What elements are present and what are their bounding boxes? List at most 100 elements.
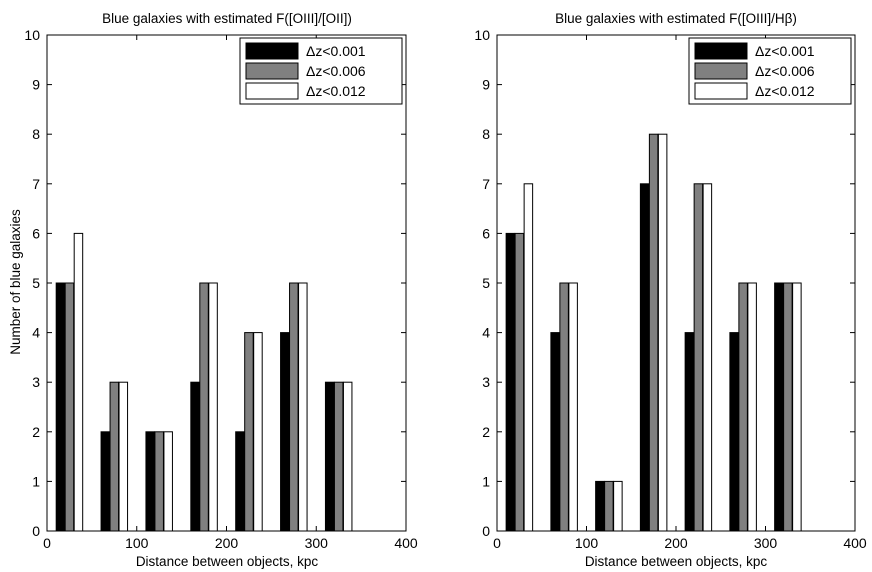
- x-tick-label: 100: [575, 535, 599, 551]
- y-tick-label: 1: [32, 473, 40, 489]
- y-tick-label: 0: [32, 523, 40, 539]
- x-axis-label: Distance between objects, kpc: [585, 554, 768, 569]
- x-tick-label: 0: [43, 535, 51, 551]
- chart-panel-oiii-oii: Blue galaxies with estimated F([OIII]/[O…: [8, 11, 418, 569]
- bar-3-7: [792, 282, 802, 532]
- y-tick-label: 9: [32, 77, 40, 93]
- y-tick-label: 7: [32, 176, 40, 192]
- bar-2-4: [199, 282, 209, 532]
- bar-1-1: [55, 282, 66, 532]
- y-tick-label: 0: [482, 523, 490, 539]
- bar-1-2: [550, 332, 560, 532]
- bar-2-5: [244, 332, 254, 532]
- bar-1-2: [100, 431, 111, 532]
- bar-2-2: [559, 282, 569, 532]
- x-tick-label: 100: [125, 535, 149, 551]
- y-tick-label: 4: [482, 325, 490, 341]
- bar-3-4: [208, 282, 218, 532]
- bar-3-5: [253, 332, 263, 532]
- bar-1-3: [145, 431, 155, 532]
- bar-3-3: [613, 480, 623, 532]
- bar-2-3: [604, 480, 614, 532]
- bar-3-5: [702, 183, 713, 532]
- y-tick-label: 4: [32, 325, 40, 341]
- legend-label: Δz<0.012: [306, 83, 366, 99]
- legend-label: Δz<0.012: [755, 83, 815, 99]
- y-tick-label: 6: [482, 225, 490, 241]
- bar-2-1: [514, 232, 525, 532]
- legend-label: Δz<0.001: [306, 43, 366, 59]
- y-tick-label: 1: [482, 473, 490, 489]
- bar-3-3: [163, 431, 173, 532]
- bar-1-3: [595, 480, 605, 532]
- bar-2-6: [289, 282, 299, 532]
- bar-3-6: [298, 282, 308, 532]
- legend-swatch: [694, 62, 748, 80]
- y-tick-label: 2: [32, 424, 40, 440]
- chart-panel-oiii-hbeta: Blue galaxies with estimated F([OIII]/Hβ…: [474, 11, 866, 569]
- legend: Δz<0.001 Δz<0.006 Δz<0.012: [688, 37, 852, 105]
- y-tick-label: 10: [24, 27, 40, 43]
- y-tick-label: 7: [482, 176, 490, 192]
- x-axis-label: Distance between objects, kpc: [136, 554, 319, 569]
- bar-3-1: [73, 232, 84, 532]
- y-tick-label: 5: [32, 275, 40, 291]
- bar-3-2: [568, 282, 578, 532]
- y-tick-label: 8: [482, 126, 490, 142]
- bar-3-1: [523, 183, 534, 532]
- bar-3-7: [342, 381, 353, 532]
- x-tick-label: 200: [664, 535, 688, 551]
- y-tick-label: 8: [32, 126, 40, 142]
- legend-swatch: [694, 82, 748, 100]
- bar-2-3: [154, 431, 164, 532]
- x-tick-label: 300: [305, 535, 329, 551]
- bar-1-7: [324, 381, 335, 532]
- legend-label: Δz<0.006: [755, 63, 815, 79]
- chart-title: Blue galaxies with estimated F([OIII]/Hβ…: [555, 11, 797, 26]
- y-tick-label: 10: [474, 27, 490, 43]
- bar-1-6: [729, 332, 739, 532]
- legend: Δz<0.001 Δz<0.006 Δz<0.012: [239, 37, 403, 105]
- bar-3-2: [118, 381, 129, 532]
- x-tick-label: 200: [215, 535, 239, 551]
- x-tick-label: 400: [394, 535, 418, 551]
- legend-swatch: [245, 42, 299, 60]
- x-tick-label: 300: [754, 535, 778, 551]
- x-tick-label: 400: [843, 535, 867, 551]
- legend-swatch: [245, 82, 299, 100]
- y-tick-label: 3: [482, 374, 490, 390]
- bar-1-6: [280, 332, 290, 532]
- bar-2-7: [783, 282, 793, 532]
- bar-1-5: [235, 431, 245, 532]
- x-tick-label: 0: [493, 535, 501, 551]
- legend-swatch: [694, 42, 748, 60]
- y-tick-label: 6: [32, 225, 40, 241]
- bar-2-4: [648, 133, 659, 532]
- bar-3-4: [657, 133, 668, 532]
- bar-1-4: [190, 381, 200, 532]
- bar-2-7: [333, 381, 344, 532]
- y-tick-label: 2: [482, 424, 490, 440]
- bars-group: [505, 133, 802, 532]
- bar-1-1: [505, 232, 516, 532]
- y-axis-label: Number of blue galaxies: [8, 209, 23, 355]
- bar-1-4: [639, 183, 650, 532]
- bar-1-5: [684, 332, 695, 532]
- y-tick-label: 3: [32, 374, 40, 390]
- bar-3-6: [747, 282, 757, 532]
- bar-2-1: [64, 282, 75, 532]
- bar-2-6: [738, 282, 748, 532]
- y-tick-label: 5: [482, 275, 490, 291]
- chart-title: Blue galaxies with estimated F([OIII]/[O…: [102, 11, 352, 26]
- legend-label: Δz<0.001: [755, 43, 815, 59]
- bars-group: [55, 232, 353, 532]
- bar-2-5: [693, 183, 704, 532]
- legend-swatch: [245, 62, 299, 80]
- bar-2-2: [109, 381, 120, 532]
- legend-label: Δz<0.006: [306, 63, 366, 79]
- bar-1-7: [774, 282, 784, 532]
- y-tick-label: 9: [482, 77, 490, 93]
